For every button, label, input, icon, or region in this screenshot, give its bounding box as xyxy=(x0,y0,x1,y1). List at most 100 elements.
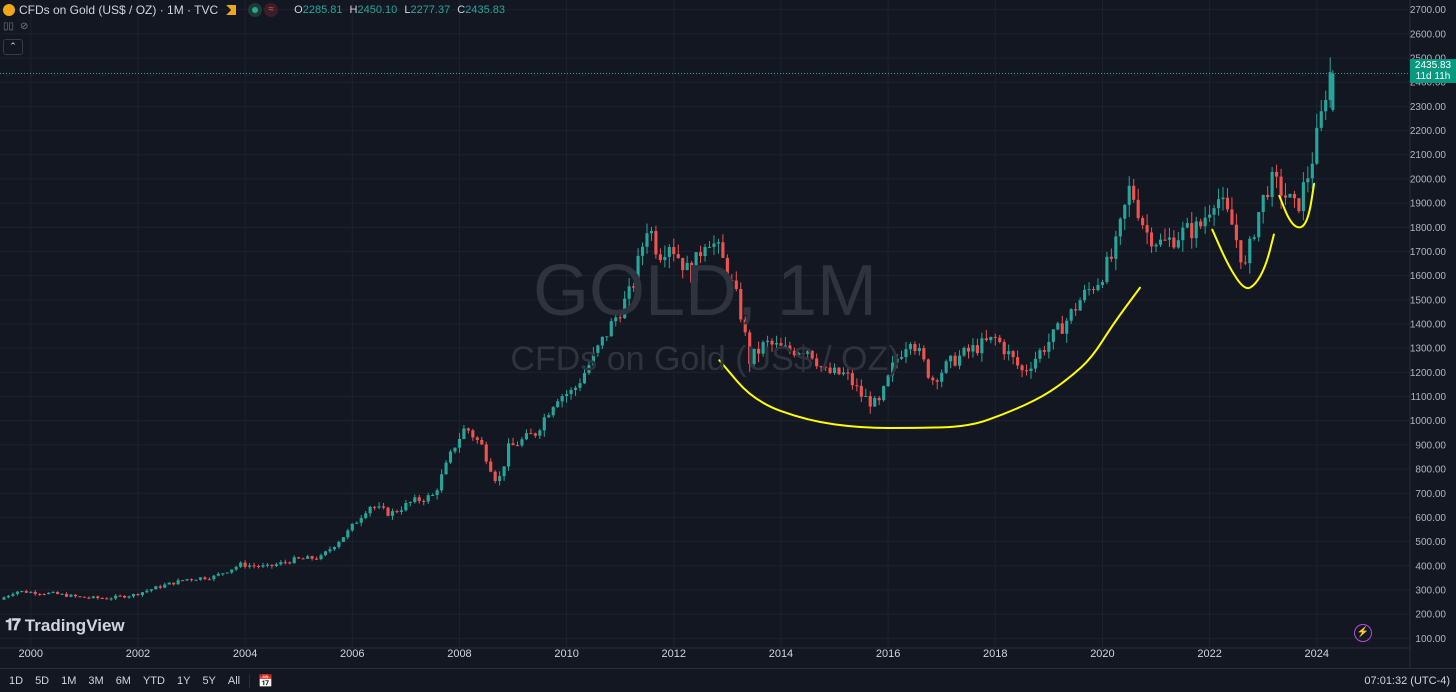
ohlc-low-key: L xyxy=(404,4,411,16)
candle-body xyxy=(265,564,270,566)
tradingview-logo[interactable]: 𝟏𝟕 TradingView xyxy=(5,616,125,636)
ohlc-open-value: 2285.81 xyxy=(302,4,343,16)
candle-body xyxy=(663,256,667,261)
candle-body xyxy=(1109,256,1113,259)
bar-countdown: 11d 11h xyxy=(1415,71,1451,82)
range-1d[interactable]: 1D xyxy=(9,674,24,687)
candle-body xyxy=(1331,73,1335,110)
candle-body xyxy=(1087,289,1091,291)
price-chart[interactable]: 100.00 200.00 300.00 400.00 500.00 600.00 700.… xyxy=(0,0,1456,668)
candle-body xyxy=(694,252,698,283)
candle-body xyxy=(33,591,37,594)
candle-body xyxy=(216,573,220,576)
candle-body xyxy=(288,562,292,564)
candle-body xyxy=(529,433,533,435)
candle-body xyxy=(685,262,689,271)
candle-body xyxy=(1292,194,1297,199)
ohlc-values: O2285.81 H2450.10 L2277.37 C2435.83 xyxy=(294,4,509,16)
y-tick-label: 800.00 xyxy=(1415,465,1446,476)
range-6m[interactable]: 6M xyxy=(115,674,131,687)
candle-body xyxy=(1212,208,1216,215)
candle-body xyxy=(480,439,484,445)
candle-body xyxy=(734,280,738,290)
candle-body xyxy=(475,437,479,440)
candle-body xyxy=(725,257,729,281)
candle-body xyxy=(953,355,957,366)
market-status-icon[interactable] xyxy=(248,3,263,17)
candle-body xyxy=(149,589,153,591)
candle-body xyxy=(426,495,430,502)
candle-body xyxy=(935,380,939,382)
candle-body xyxy=(1127,185,1131,205)
candle-body xyxy=(1252,237,1256,239)
candle-body xyxy=(569,389,573,395)
candle-body xyxy=(453,447,457,452)
candle-body xyxy=(1069,309,1073,321)
y-tick-label: 1300.00 xyxy=(1410,344,1447,355)
candle-body xyxy=(707,246,712,248)
candle-body xyxy=(158,586,162,588)
range-ytd[interactable]: YTD xyxy=(142,674,165,687)
candle-body xyxy=(359,518,363,523)
candle-body xyxy=(109,598,113,600)
candle-body xyxy=(886,375,890,387)
grid-settings-icon[interactable]: ▯▯ xyxy=(3,21,15,32)
candle-body xyxy=(341,537,345,542)
candle-body xyxy=(989,336,993,341)
candle-body xyxy=(524,433,528,440)
bottom-toolbar: 1D 5D 1M 3M 6M YTD 1Y 5Y All 📅 07:01:32 … xyxy=(0,668,1456,692)
candle-body xyxy=(752,348,756,364)
candle-body xyxy=(292,557,296,564)
range-5d[interactable]: 5D xyxy=(35,674,50,687)
range-5y[interactable]: 5Y xyxy=(202,674,216,687)
candle-body xyxy=(444,462,448,475)
candle-body xyxy=(368,506,372,514)
candle-body xyxy=(940,372,944,382)
candle-body xyxy=(1100,282,1105,286)
candle-body xyxy=(1024,370,1029,372)
candle-body xyxy=(261,565,265,567)
candle-body xyxy=(998,337,1002,342)
candle-body xyxy=(908,344,913,350)
calendar-icon[interactable]: 📅 xyxy=(258,673,274,688)
clock-timezone[interactable]: 07:01:32 (UTC-4) xyxy=(1364,674,1450,687)
candle-body xyxy=(962,347,966,356)
candle-body xyxy=(310,556,314,559)
visibility-toggle-icon[interactable]: ⊘ xyxy=(20,21,29,32)
annotation-curve-1 xyxy=(718,286,1141,429)
candle-body xyxy=(560,396,564,402)
candle-body xyxy=(515,445,520,447)
candle-body xyxy=(658,254,662,261)
candle-body xyxy=(1056,323,1060,330)
candle-body xyxy=(1225,197,1230,210)
range-all[interactable]: All xyxy=(227,674,241,687)
candle-body xyxy=(399,510,403,512)
candle-body xyxy=(212,575,216,580)
candle-body xyxy=(1007,351,1011,355)
collapse-legend-button[interactable]: ⌃ xyxy=(3,39,23,55)
range-1y[interactable]: 1Y xyxy=(176,674,191,687)
candle-body xyxy=(1105,256,1109,283)
candle-body xyxy=(1078,300,1082,311)
candle-body xyxy=(274,564,278,567)
indicator-icons: ▯▯ ⊘ xyxy=(3,21,28,32)
y-tick-label: 1500.00 xyxy=(1410,295,1447,306)
data-delay-icon[interactable]: ≈ xyxy=(264,3,279,17)
candle-body xyxy=(578,383,582,388)
candle-body xyxy=(654,231,658,255)
range-1m[interactable]: 1M xyxy=(61,674,77,687)
symbol-title[interactable]: CFDs on Gold (US$ / OZ) · 1M · TVC xyxy=(19,3,219,17)
candle-body xyxy=(1132,185,1136,200)
chart-header: CFDs on Gold (US$ / OZ) · 1M · TVC ≈ O22… xyxy=(0,0,509,20)
candle-body xyxy=(1167,237,1171,240)
candle-body xyxy=(520,439,524,446)
candle-body xyxy=(788,345,792,351)
candle-body xyxy=(395,511,399,513)
candle-body xyxy=(448,451,453,463)
range-3m[interactable]: 3M xyxy=(88,674,104,687)
candle-body xyxy=(1243,262,1247,264)
candle-body xyxy=(51,591,55,593)
y-tick-label: 2400.00 xyxy=(1410,78,1447,89)
y-tick-label: 200.00 xyxy=(1415,610,1446,621)
lightning-icon[interactable]: ⚡ xyxy=(1354,624,1372,642)
